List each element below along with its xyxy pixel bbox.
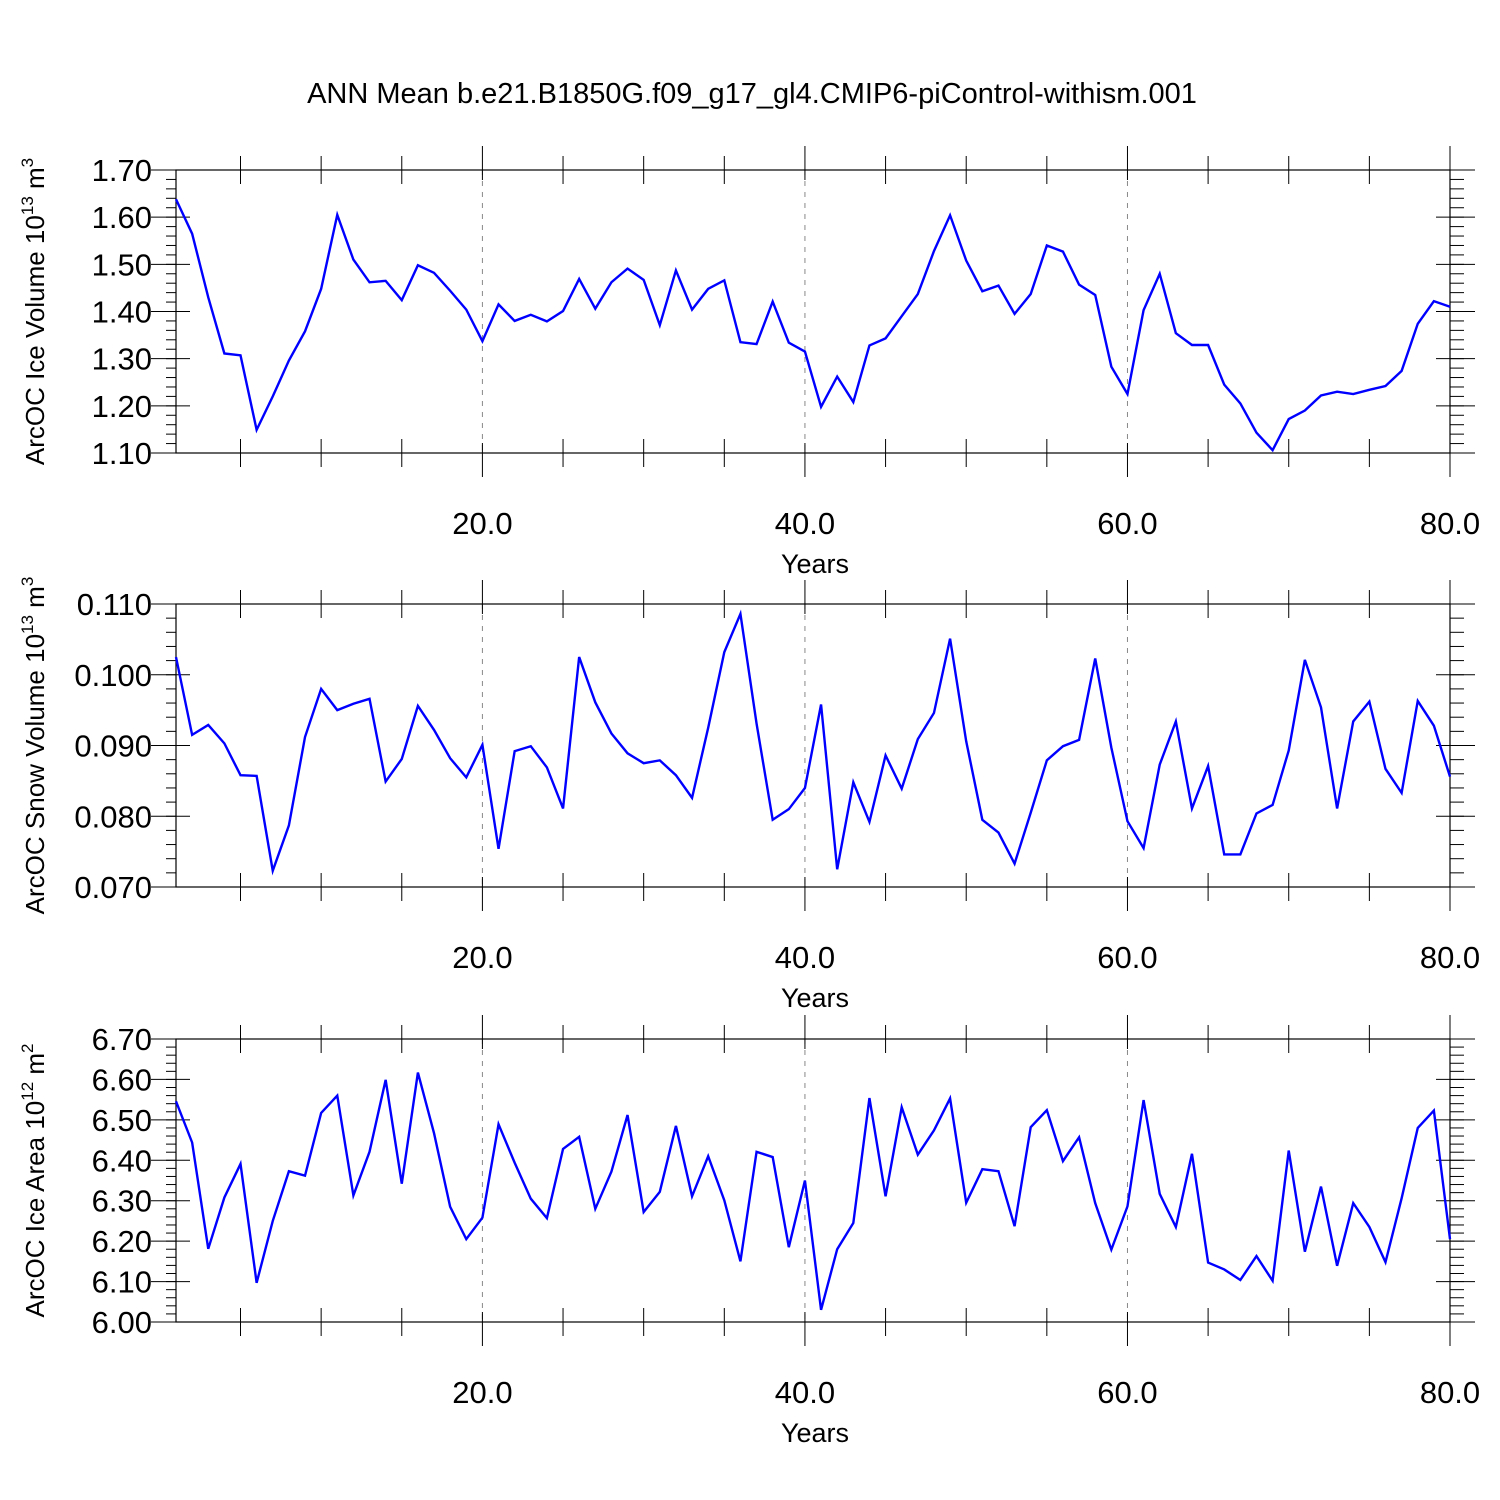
y-tick-label: 6.20 <box>92 1224 152 1259</box>
x-tick-label: 80.0 <box>1420 940 1480 975</box>
y-tick-label: 1.10 <box>92 436 152 471</box>
x-axis-label: Years <box>781 1418 849 1448</box>
x-tick-label: 40.0 <box>775 1375 835 1410</box>
y-tick-label: 0.070 <box>74 870 152 905</box>
x-tick-label: 40.0 <box>775 506 835 541</box>
x-tick-label: 20.0 <box>452 1375 512 1410</box>
plot-frame <box>175 1038 1451 1323</box>
x-axis-label: Years <box>781 983 849 1013</box>
y-tick-label: 6.10 <box>92 1265 152 1300</box>
series-line <box>174 609 1452 876</box>
y-tick-label: 6.40 <box>92 1143 152 1178</box>
plot-frame <box>175 603 1451 888</box>
y-tick-label: 0.090 <box>74 729 152 764</box>
y-tick-label: 0.110 <box>77 587 152 622</box>
panel-1: 1.10 1.20 1.30 1.40 1.50 1.60 1.70 20.0 40.0 60.0… <box>18 146 1480 579</box>
y-tick-label: 6.30 <box>92 1184 152 1219</box>
figure-title: ANN Mean b.e21.B1850G.f09_g17_gl4.CMIP6-… <box>307 78 1197 110</box>
panel-2: 0.070 0.080 0.090 0.100 0.110 20.0 40.0 60.0 80.… <box>18 577 1480 1013</box>
x-axis-label: Years <box>781 549 849 579</box>
y-tick-label: 6.60 <box>92 1062 152 1097</box>
panel-3: 6.00 6.10 6.20 6.30 6.40 6.50 6.60 6.70 20.0 40.0… <box>18 1015 1480 1448</box>
y-tick-label: 0.080 <box>74 799 152 834</box>
panels: 1.10 1.20 1.30 1.40 1.50 1.60 1.70 20.0 40.0 60.0… <box>18 146 1480 1448</box>
y-tick-label: 1.50 <box>92 247 152 282</box>
x-tick-label: 20.0 <box>452 940 512 975</box>
x-tick-label: 20.0 <box>452 506 512 541</box>
x-tick-label: 40.0 <box>775 940 835 975</box>
y-tick-label: 6.50 <box>92 1103 152 1138</box>
x-tick-label: 60.0 <box>1097 940 1157 975</box>
y-tick-label: 6.70 <box>92 1022 152 1057</box>
plot-frame <box>175 169 1451 454</box>
y-tick-label: 6.00 <box>92 1305 152 1340</box>
y-axis-label: ArcOC Ice Volume 1013 m3 <box>18 158 50 465</box>
y-tick-label: 1.70 <box>92 153 152 188</box>
x-tick-label: 80.0 <box>1420 1375 1480 1410</box>
x-tick-label: 80.0 <box>1420 506 1480 541</box>
y-tick-label: 1.40 <box>92 295 152 330</box>
y-tick-label: 1.30 <box>92 342 152 377</box>
y-tick-label: 1.60 <box>92 200 152 235</box>
x-tick-label: 60.0 <box>1097 506 1157 541</box>
y-axis-label: ArcOC Ice Area 1012 m2 <box>18 1043 50 1317</box>
x-tick-label: 60.0 <box>1097 1375 1157 1410</box>
series-line <box>174 1072 1452 1311</box>
y-tick-label: 1.20 <box>92 389 152 424</box>
series-line <box>174 198 1451 453</box>
y-axis-label: ArcOC Snow Volume 1013 m3 <box>18 577 50 915</box>
y-tick-label: 0.100 <box>74 658 152 693</box>
